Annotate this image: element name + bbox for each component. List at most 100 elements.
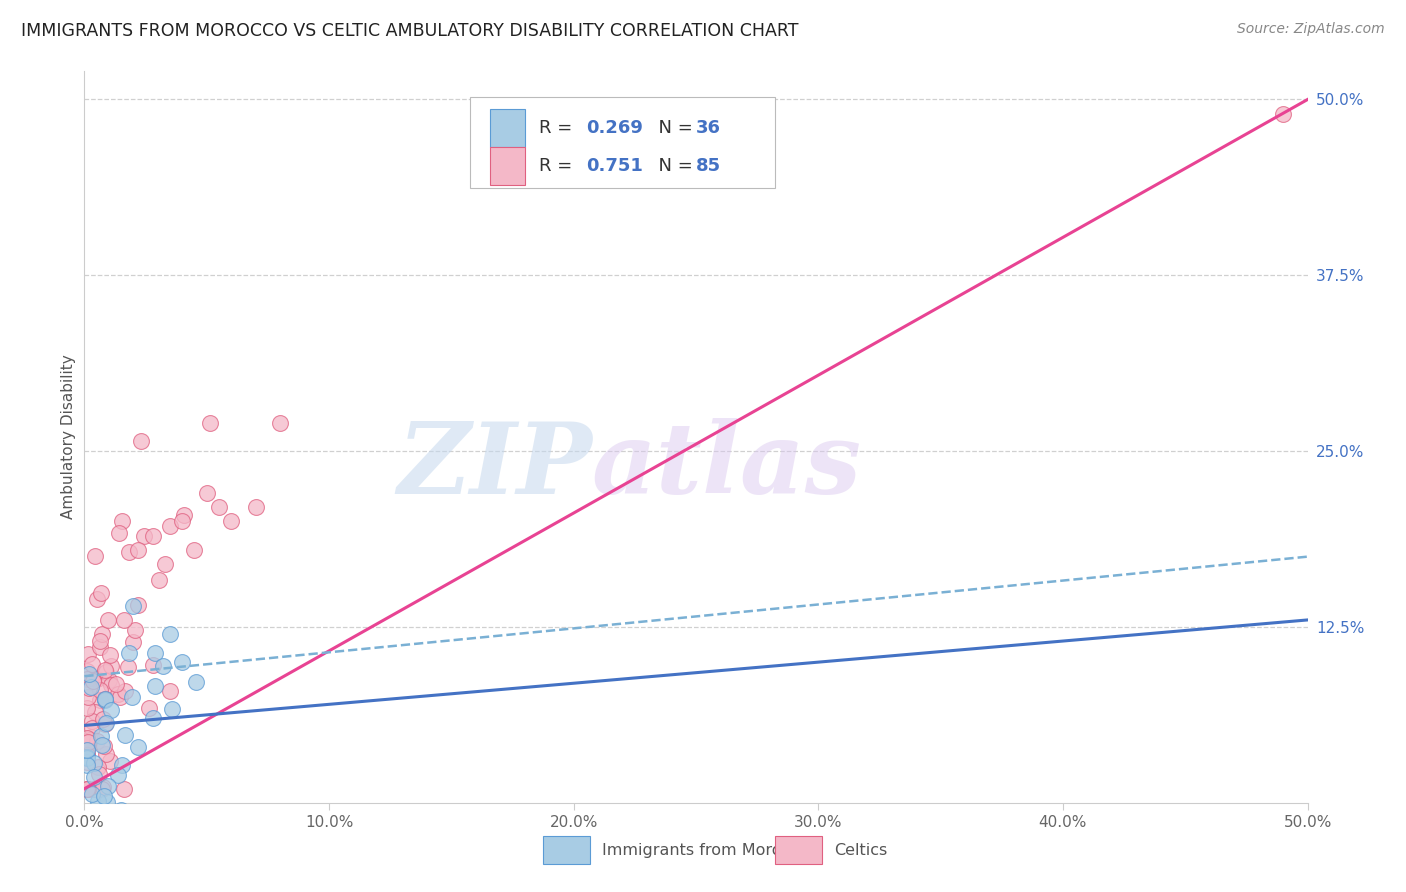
Point [76, 748, 98, 763]
Point [112, 613, 135, 627]
Point [97, 673, 120, 687]
Bar [543, 837, 589, 864]
Point [76, 672, 98, 686]
Point [143, 646, 166, 660]
Text: 0.269: 0.269 [586, 119, 643, 136]
Point [94, 693, 117, 707]
Text: 85: 85 [696, 157, 721, 175]
Point [1272, 106, 1295, 120]
Point [98, 648, 121, 662]
Point [269, 416, 291, 430]
Point [90, 585, 112, 599]
Point [143, 679, 166, 693]
Point [91, 738, 114, 752]
Point [110, 803, 132, 817]
Point [82, 674, 104, 689]
Point [89, 633, 111, 648]
Text: N =: N = [647, 157, 699, 175]
Point [118, 646, 141, 660]
Point [77, 690, 100, 704]
Point [76, 781, 98, 796]
Point [96, 665, 118, 679]
Point [93, 739, 115, 753]
Point [79, 733, 101, 747]
Point [111, 514, 134, 528]
Bar [776, 837, 823, 864]
Point [80, 722, 103, 736]
Point [94, 747, 117, 762]
Point [87, 759, 110, 773]
Point [121, 690, 143, 704]
Point [162, 702, 184, 716]
Point [83, 770, 105, 784]
Point [84, 549, 107, 563]
Point [76, 758, 98, 772]
Point [100, 678, 122, 692]
Point [80, 657, 103, 671]
Point [153, 557, 176, 571]
Point [219, 515, 242, 529]
Point [97, 613, 120, 627]
Point [79, 731, 101, 745]
Point [245, 500, 267, 515]
Point [108, 690, 131, 704]
Point [105, 677, 128, 691]
Point [80, 680, 103, 694]
Point [208, 500, 231, 515]
Point [172, 655, 194, 669]
Text: 0.751: 0.751 [586, 157, 643, 175]
Point [142, 658, 165, 673]
Point [76, 747, 98, 762]
Point [83, 781, 105, 796]
Point [107, 687, 129, 701]
Point [89, 692, 111, 706]
Point [142, 711, 165, 725]
Point [138, 700, 160, 714]
Point [122, 599, 145, 613]
Point [94, 663, 117, 677]
Point [129, 434, 152, 448]
Point [148, 573, 170, 587]
Point [159, 627, 181, 641]
Point [89, 640, 111, 654]
Point [86, 673, 108, 687]
Point [186, 674, 208, 689]
FancyBboxPatch shape [470, 97, 776, 188]
Point [124, 624, 146, 638]
Point [76, 665, 98, 679]
Point [198, 416, 221, 430]
Point [91, 780, 114, 795]
Point [114, 728, 136, 742]
Point [132, 529, 155, 543]
Point [94, 691, 117, 706]
Point [83, 756, 105, 771]
Text: N =: N = [647, 119, 699, 136]
Point [77, 647, 100, 661]
Point [96, 795, 118, 809]
Point [173, 508, 195, 523]
Point [93, 717, 115, 731]
Point [89, 683, 111, 698]
Point [80, 787, 103, 801]
Point [108, 526, 131, 541]
Point [77, 667, 100, 681]
Text: Source: ZipAtlas.com: Source: ZipAtlas.com [1237, 22, 1385, 37]
Text: ZIP: ZIP [396, 418, 592, 515]
Point [76, 743, 98, 757]
Point [195, 486, 218, 500]
Point [91, 627, 114, 641]
Point [93, 789, 115, 803]
Point [98, 754, 121, 768]
Point [83, 705, 105, 719]
Point [76, 750, 98, 764]
Text: R =: R = [540, 157, 578, 175]
Point [76, 755, 98, 769]
Point [159, 519, 181, 533]
Point [183, 542, 205, 557]
Bar [491, 109, 524, 146]
Point [127, 542, 149, 557]
Point [114, 684, 136, 698]
Point [118, 544, 141, 558]
Point [100, 703, 122, 717]
Point [86, 592, 108, 607]
